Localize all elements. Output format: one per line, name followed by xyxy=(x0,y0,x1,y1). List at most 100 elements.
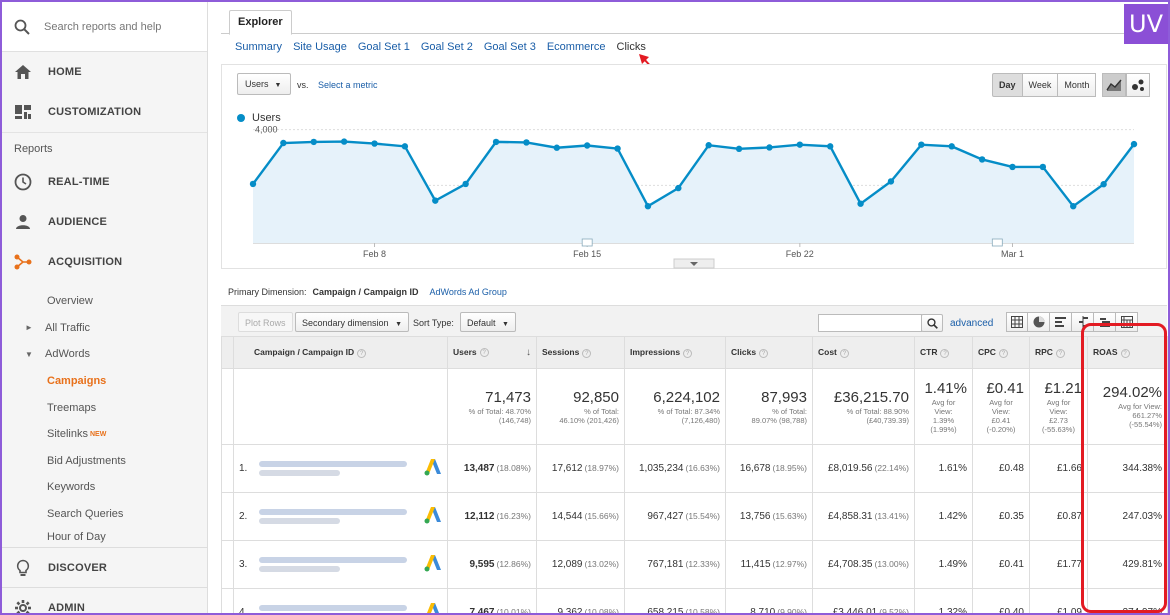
table-row[interactable]: 4. 7,467 (10.01%) 9,362 (10.08%) 658,215 (10.5… xyxy=(221,588,1168,615)
campaign-table: Campaign / Campaign ID? Users? ↓ Sessions… xyxy=(221,336,1168,615)
roas-cell: 274.97% xyxy=(1087,588,1168,615)
secondary-dimension-select[interactable]: Secondary dimension ▼ xyxy=(295,312,410,332)
nav-adwords[interactable]: ▼ AdWords xyxy=(2,341,207,368)
header-impressions[interactable]: Impressions? xyxy=(624,336,726,369)
nav-audience[interactable]: AUDIENCE xyxy=(2,202,207,242)
x-tick-label: Mar 1 xyxy=(1001,249,1024,259)
users-data-point xyxy=(614,145,621,152)
table-view-pivot-button[interactable] xyxy=(1116,312,1138,332)
header-clicks[interactable]: Clicks? xyxy=(725,336,813,369)
clicks-cell: 16,678 (18.95%) xyxy=(725,444,813,493)
table-view-comparison-button[interactable] xyxy=(1072,312,1094,332)
row-checkbox[interactable] xyxy=(221,540,234,589)
nav-acquisition[interactable]: ACQUISITION xyxy=(2,242,207,282)
select-all-cell[interactable] xyxy=(221,336,234,369)
subtab-goal-set-2[interactable]: Goal Set 2 xyxy=(420,41,473,53)
table-row[interactable]: 1. 13,487 (18.08%) 17,612 (18.97%) 1,035,234(… xyxy=(221,444,1168,493)
subtab-goal-set-3[interactable]: Goal Set 3 xyxy=(483,41,536,53)
campaign-cell[interactable]: 4. xyxy=(233,588,448,615)
sidebar-search[interactable]: Search reports and help xyxy=(2,2,207,52)
table-row[interactable]: 2. 12,112 (16.23%) 14,544 (15.66%) 967,427 (15… xyxy=(221,492,1168,541)
nav-customization[interactable]: CUSTOMIZATION xyxy=(2,92,207,132)
users-data-point xyxy=(887,178,895,185)
nav-overview[interactable]: Overview xyxy=(47,295,93,308)
row-checkbox[interactable] xyxy=(221,492,234,541)
nav-home[interactable]: HOME xyxy=(2,52,207,92)
nav-discover[interactable]: DISCOVER xyxy=(2,547,207,587)
nav-bid-adjustments[interactable]: Bid Adjustments xyxy=(47,454,126,467)
sessions-cell: 14,544 (15.66%) xyxy=(536,492,625,541)
range-day-button[interactable]: Day xyxy=(992,73,1023,97)
annotation-marker-icon xyxy=(581,238,593,247)
adwords-adgroup-link[interactable]: AdWords Ad Group xyxy=(429,287,507,297)
sort-type-select[interactable]: Default ▼ xyxy=(460,312,516,332)
help-icon: ? xyxy=(759,348,769,358)
users-pct: (16.23%) xyxy=(496,511,532,521)
nav-sitelinks[interactable]: Sitelinks NEW xyxy=(2,421,207,448)
subtab-site-usage[interactable]: Site Usage xyxy=(293,41,347,53)
sessions-cell: 12,089 (13.02%) xyxy=(536,540,625,589)
campaign-cell[interactable]: 2. xyxy=(233,492,448,541)
header-cost[interactable]: Cost? xyxy=(812,336,915,369)
subtab-summary[interactable]: Summary xyxy=(235,41,283,53)
help-icon: ? xyxy=(1120,348,1130,358)
nav-keywords[interactable]: Keywords xyxy=(47,481,96,494)
nav-campaigns[interactable]: Campaigns xyxy=(47,375,107,388)
total-sessions: 92,850% of Total: 46.10% (201,426) xyxy=(536,368,625,445)
nav-treemaps[interactable]: Treemaps xyxy=(47,401,97,414)
line-chart-view-button[interactable] xyxy=(1102,73,1126,97)
range-month-button[interactable]: Month xyxy=(1058,73,1097,97)
impressions-value: 767,181 xyxy=(647,559,684,570)
subtab-ecommerce[interactable]: Ecommerce xyxy=(546,41,606,53)
users-data-point xyxy=(1070,203,1077,210)
table-view-term-cloud-button[interactable] xyxy=(1094,312,1116,332)
select-metric-link[interactable]: Select a metric xyxy=(318,80,378,90)
tab-explorer[interactable]: Explorer xyxy=(229,10,292,35)
line-chart-icon xyxy=(1106,79,1122,91)
totals-row: 71,473% of Total: 48.70% (146,748) 92,850… xyxy=(221,368,1168,445)
clock-icon xyxy=(14,173,32,191)
table-search-input[interactable] xyxy=(818,314,922,332)
chart-legend: Users xyxy=(237,112,281,124)
range-week-button[interactable]: Week xyxy=(1022,73,1059,97)
users-data-point xyxy=(796,141,804,148)
advanced-filter-link[interactable]: advanced xyxy=(950,318,994,329)
table-view-performance-button[interactable] xyxy=(1050,312,1072,332)
campaign-cell[interactable]: 3. xyxy=(233,540,448,589)
clicks-pct: (18.95%) xyxy=(772,463,808,473)
impressions-value: 658,215 xyxy=(647,607,684,615)
header-campaign[interactable]: Campaign / Campaign ID? xyxy=(233,336,448,369)
table-row[interactable]: 3. 9,595 (12.86%) 12,089 (13.02%) 767,181 (12.… xyxy=(221,540,1168,589)
table-view-pie-button[interactable] xyxy=(1028,312,1050,332)
row-checkbox[interactable] xyxy=(221,444,234,493)
header-rpc[interactable]: RPC? xyxy=(1029,336,1088,369)
nav-hour-of-day[interactable]: Hour of Day xyxy=(47,531,106,544)
range-toggle: Day Week Month xyxy=(992,73,1097,97)
cost-cell: £3,446.01 (9.52%) xyxy=(812,588,915,615)
users-data-point xyxy=(310,138,317,146)
plot-rows-button[interactable]: Plot Rows xyxy=(238,312,293,332)
header-roas[interactable]: ROAS? xyxy=(1087,336,1168,369)
header-cpc[interactable]: CPC? xyxy=(972,336,1030,369)
campaign-cell[interactable]: 1. xyxy=(233,444,448,493)
users-data-point xyxy=(1009,163,1016,171)
header-users[interactable]: Users? ↓ xyxy=(447,336,537,369)
nav-realtime[interactable]: REAL-TIME xyxy=(2,162,207,202)
sessions-pct: (15.66%) xyxy=(584,511,620,521)
users-value: 7,467 xyxy=(469,607,495,615)
header-sessions[interactable]: Sessions? xyxy=(536,336,625,369)
motion-chart-view-button[interactable] xyxy=(1126,73,1150,97)
nav-all-traffic[interactable]: ► All Traffic xyxy=(2,315,207,342)
nav-admin[interactable]: ADMIN xyxy=(2,587,207,613)
header-campaign-label: Campaign / Campaign ID xyxy=(254,347,355,358)
subtab-clicks[interactable]: Clicks xyxy=(616,41,646,53)
subtab-goal-set-1[interactable]: Goal Set 1 xyxy=(357,41,410,53)
primary-dimension-value[interactable]: Campaign / Campaign ID xyxy=(312,287,419,297)
impressions-cell: 767,181 (12.33%) xyxy=(624,540,726,589)
nav-search-queries[interactable]: Search Queries xyxy=(47,508,124,521)
row-checkbox[interactable] xyxy=(221,588,234,615)
table-view-data-button[interactable] xyxy=(1006,312,1028,332)
metric-select[interactable]: Users ▼ xyxy=(237,73,291,95)
table-search-button[interactable] xyxy=(921,314,943,332)
header-ctr[interactable]: CTR? xyxy=(914,336,973,369)
